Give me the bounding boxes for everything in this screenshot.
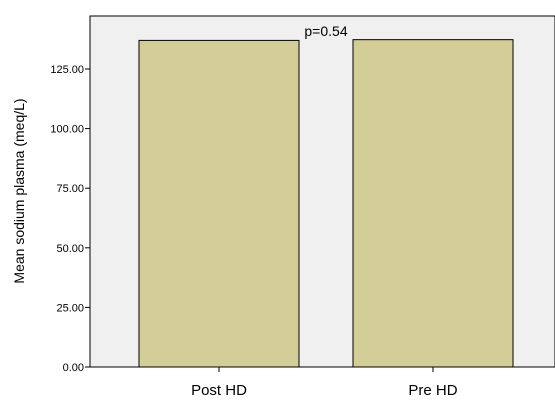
y-tick-label: 75.00: [56, 183, 84, 195]
y-tick-label: 125.00: [50, 64, 84, 76]
y-tick-label: 50.00: [56, 243, 84, 255]
bar-post-hd: [138, 39, 300, 368]
p-value-annotation: p=0.54: [304, 23, 347, 39]
bar-pre-hd: [352, 39, 514, 368]
y-tick-label: 100.00: [50, 124, 84, 136]
y-tick-label: 25.00: [56, 302, 84, 314]
y-axis: 0.00 25.00 50.00 75.00 100.00 125.00: [50, 64, 90, 374]
x-axis: Post HD Pre HD: [191, 367, 458, 399]
y-tick-label: 0.00: [63, 362, 84, 374]
x-category-label: Post HD: [191, 382, 247, 399]
x-category-label: Pre HD: [408, 382, 457, 399]
y-axis-title: Mean sodium plasma (meq/L): [11, 98, 27, 283]
